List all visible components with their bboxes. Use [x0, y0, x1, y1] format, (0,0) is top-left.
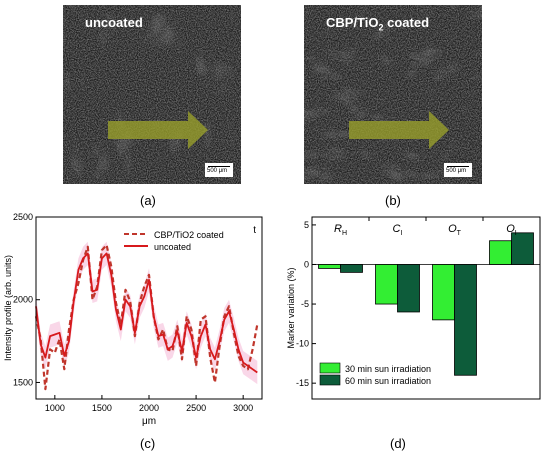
x-tick-label: 1500 [92, 403, 112, 413]
micrograph-image [63, 5, 241, 184]
x-tick-label: 2500 [186, 403, 206, 413]
scale-bar-line [208, 166, 230, 167]
legend-label-0: CBP/TiO2 coated [154, 230, 224, 240]
bar-OT-1 [454, 264, 477, 376]
scale-bar-label: 500 μm [206, 168, 229, 174]
scale-bar: 500 μm [444, 163, 472, 177]
category-label-OI: OI [506, 223, 517, 237]
bar-RH-0 [318, 264, 341, 269]
bar-CI-0 [375, 264, 398, 305]
bar-OI-0 [489, 240, 512, 265]
panel-label-sub: 2 [378, 22, 384, 33]
x-tick-label: 1000 [45, 403, 65, 413]
panel-label-tail: coated [383, 15, 430, 30]
caption-a: (a) [140, 193, 156, 208]
x-tick-label: 2000 [139, 403, 159, 413]
bar-CI-1 [397, 264, 420, 313]
error-band [36, 241, 258, 385]
micrograph-uncoated: uncoated 500 μm [63, 5, 241, 184]
y-tick-label: -5 [301, 299, 309, 309]
arrow-icon [349, 111, 449, 149]
series-line-1 [35, 252, 258, 374]
legend-label-0: 30 min sun irradiation [345, 364, 431, 374]
y-tick-label: 2000 [13, 295, 33, 305]
y-tick-label: 2500 [13, 212, 33, 222]
panel-label-main: CBP/TiO [326, 15, 379, 30]
legend-swatch-1 [319, 374, 341, 386]
legend-label-1: 60 min sun irradiation [345, 376, 431, 386]
chart-intensity-profile: 1000 1500 2000 2500 3000 1500 2000 2500 μm Intens… [3, 212, 263, 427]
caption-c: (c) [140, 436, 156, 451]
bar-RH-1 [340, 264, 363, 273]
y-tick-label: 0 [304, 259, 309, 269]
scale-bar-line [447, 166, 469, 167]
micrograph-image [304, 5, 482, 184]
y-tick-label: -15 [296, 378, 309, 388]
panel-label-uncoated: uncoated [85, 15, 143, 30]
y-tick-label: 1500 [13, 377, 33, 387]
y-tick-label: 5 [304, 220, 309, 230]
plot-frame [311, 216, 541, 400]
caption-b: (b) [385, 193, 401, 208]
legend-label-1: uncoated [154, 242, 191, 252]
arrow-icon [108, 111, 208, 149]
x-tick-label: 3000 [233, 403, 253, 413]
bar-OT-0 [432, 264, 455, 321]
y-axis-label: Marker variation (%) [286, 267, 296, 348]
scale-bar-label: 500 μm [445, 168, 468, 174]
bar-OI-1 [511, 232, 534, 265]
category-label-OT: OT [448, 223, 462, 237]
category-label-RH: RH [334, 223, 347, 237]
y-tick-label: -10 [296, 339, 309, 349]
panel-label-coated: CBP/TiO2 coated [326, 15, 429, 33]
category-label-CI: CI [393, 223, 403, 237]
x-axis-label: μm [142, 416, 156, 427]
micrograph-coated: CBP/TiO2 coated 500 μm [304, 5, 482, 184]
legend-swatch-0 [319, 362, 341, 374]
scale-bar: 500 μm [205, 163, 233, 177]
y-axis-label: Intensity profile (arb. units) [3, 255, 13, 361]
series-line-0 [34, 244, 259, 391]
corner-label: t [253, 225, 256, 236]
chart-marker-variation: RH CI OT OI 5 0 -5 -10 -15 Marker variation (%) 30… [286, 216, 541, 400]
caption-d: (d) [390, 436, 406, 451]
